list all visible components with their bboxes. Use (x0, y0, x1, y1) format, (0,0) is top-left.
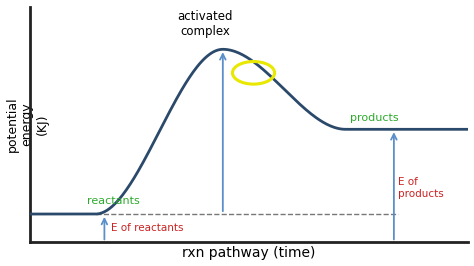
Text: E of reactants: E of reactants (111, 223, 183, 233)
Text: products: products (350, 113, 399, 123)
Y-axis label: potential
energy
(KJ): potential energy (KJ) (6, 97, 48, 152)
Text: activated
complex: activated complex (178, 10, 233, 38)
X-axis label: rxn pathway (time): rxn pathway (time) (182, 246, 316, 260)
Text: E of
products: E of products (398, 177, 444, 199)
Text: reactants: reactants (87, 196, 140, 206)
